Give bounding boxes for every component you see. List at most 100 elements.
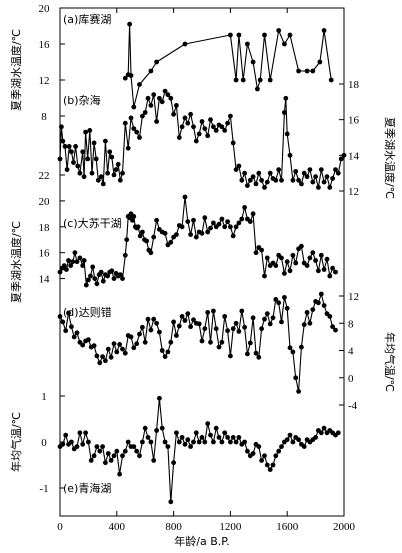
panel-2-data-point — [77, 255, 83, 261]
panel-3-data-point — [97, 360, 103, 366]
panel-4-data-point — [276, 448, 282, 454]
panel-4-data-point — [313, 435, 318, 440]
x-tick-label: 800 — [165, 521, 182, 533]
panel-2-data-point — [273, 263, 279, 268]
panel-1-data-point — [250, 174, 256, 180]
panel-2-y-tick-label: 20 — [39, 196, 51, 208]
panel-0-data-point — [328, 77, 334, 83]
panel-4-data-point — [188, 444, 194, 449]
panel-1-data-point — [321, 179, 327, 185]
panel-2-data-point — [293, 260, 299, 266]
panel-1-data-point — [188, 111, 194, 117]
panel-1-data-point — [222, 127, 228, 133]
panel-2-data-point — [64, 267, 69, 272]
panel-4-data-point — [103, 460, 108, 466]
panel-2-data-point — [66, 258, 71, 263]
panel-1-y-tick-label: 12 — [348, 186, 359, 198]
panel-4-data-point — [69, 439, 74, 445]
x-axis-title: 年龄/a B.P. — [174, 534, 229, 548]
panel-1-data-point — [239, 177, 245, 183]
panel-4-data-point — [290, 439, 296, 445]
panel-2-data-point — [284, 259, 290, 265]
panel-1-data-point — [228, 113, 233, 119]
panel-1-data-point — [159, 99, 165, 105]
panel-3-data-point — [262, 316, 267, 322]
panel-4-data-point — [270, 462, 276, 468]
panel-3-data-point — [171, 319, 177, 325]
plot-frame — [59, 7, 345, 517]
panel-4-data-point — [122, 448, 128, 454]
panel-0-data-point — [310, 68, 316, 74]
panel-1-data-point — [89, 170, 95, 176]
panel-1-data-point — [202, 126, 208, 131]
panel-3-data-point — [253, 350, 259, 356]
panel-4-data-point — [256, 444, 262, 449]
panel-0-y-tick-label: 16 — [39, 39, 51, 51]
panel-4-data-point — [233, 439, 239, 445]
panel-1-data-point — [287, 152, 293, 158]
panel-4-data-point — [222, 430, 228, 436]
panel-0-data-point — [127, 21, 132, 27]
panel-4-data-point — [88, 458, 94, 463]
panel-3-data-point — [222, 314, 228, 319]
panel-0-y-tick-label: 8 — [41, 111, 47, 123]
panel-1-data-point — [85, 156, 91, 162]
panel-1-label: (b)杂海 — [63, 93, 101, 107]
panel-2-data-point — [304, 263, 310, 268]
panel-1-data-point — [233, 167, 239, 173]
panel-1-data-point — [75, 163, 81, 169]
panel-1-data-point — [128, 115, 134, 121]
panel-4-data-point — [205, 421, 211, 426]
panel-4-data-point — [60, 441, 66, 447]
panel-0-data-point — [240, 77, 246, 83]
panel-4-data-point — [154, 428, 160, 433]
panel-1-data-point — [327, 185, 333, 190]
panel-2-data-point — [130, 217, 135, 223]
panel-3-data-point — [247, 340, 253, 346]
panel-3-data-point — [225, 328, 231, 334]
panel-1-data-point — [333, 167, 338, 173]
panel-3-data-point — [91, 343, 97, 349]
panel-3-data-point — [301, 322, 307, 327]
panel-3-data-point — [273, 297, 279, 302]
panel-3-data-point — [239, 308, 245, 314]
panel-3-data-point — [236, 329, 242, 334]
panel-3-y-tick-label: 4 — [348, 346, 354, 358]
panel-4-data-point — [259, 458, 264, 463]
panel-1-data-point — [142, 110, 148, 115]
panel-4-data-point — [208, 432, 213, 438]
panel-2-data-point — [290, 252, 296, 258]
panel-4-data-point — [236, 435, 242, 440]
panel-4-data-point — [145, 435, 151, 440]
x-tick-label: 1600 — [276, 521, 299, 533]
panel-1-data-point — [80, 149, 86, 155]
panel-2-data-point — [61, 263, 67, 268]
panel-2-data-point — [242, 205, 248, 210]
series-layer — [57, 21, 347, 505]
panel-4-data-point — [193, 430, 199, 436]
panel-4-data-point — [318, 430, 324, 436]
panel-0-data-point — [304, 68, 310, 74]
panel-3-data-point — [191, 317, 196, 323]
panel-4-data-point — [185, 437, 191, 443]
panel-2-data-point — [81, 258, 87, 263]
panel-3-data-point — [287, 345, 293, 351]
panel-1-data-point — [91, 140, 97, 146]
panel-2-data-point — [239, 216, 245, 222]
panel-2-y-tick-label: 14 — [39, 274, 51, 286]
panel-2-data-point — [105, 273, 110, 279]
panel-2-data-point — [188, 232, 194, 238]
panel-1-data-point — [267, 170, 273, 176]
panel-1-data-point — [208, 117, 213, 123]
panel-3-data-point — [333, 327, 338, 333]
panel-1-data-point — [335, 170, 341, 176]
x-tick-label: 0 — [57, 521, 63, 533]
panel-1-data-point — [245, 183, 250, 189]
panel-1-data-point — [230, 140, 236, 146]
panel-1-data-point — [87, 127, 93, 133]
panel-1-data-point — [318, 167, 324, 173]
panel-1-data-point — [276, 167, 282, 173]
panel-4-data-point — [80, 441, 86, 447]
panel-1-data-point — [282, 110, 287, 115]
